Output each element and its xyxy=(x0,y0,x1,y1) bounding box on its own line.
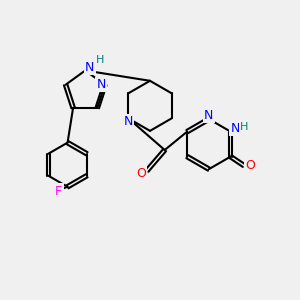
Text: H: H xyxy=(96,55,104,65)
Text: N: N xyxy=(85,61,94,74)
Text: N: N xyxy=(97,78,106,91)
Text: H: H xyxy=(240,122,248,132)
Text: N: N xyxy=(230,122,240,135)
Text: O: O xyxy=(245,159,255,172)
Text: N: N xyxy=(204,109,214,122)
Text: N: N xyxy=(124,115,133,128)
Text: O: O xyxy=(136,167,146,180)
Text: F: F xyxy=(55,185,62,198)
